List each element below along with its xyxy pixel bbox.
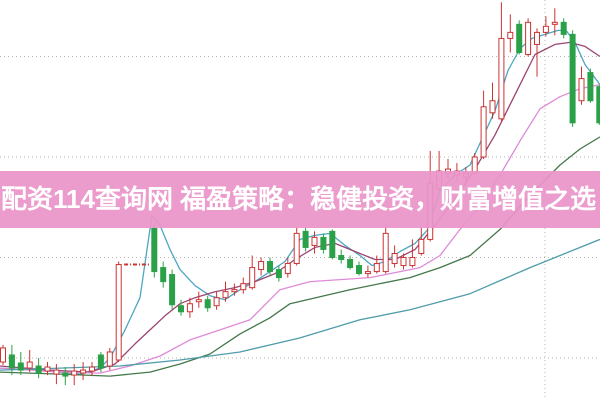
up-candle (231, 289, 238, 293)
up-candle (480, 106, 487, 158)
up-candle (0, 347, 6, 363)
down-candle (8, 354, 15, 369)
down-candle (302, 230, 309, 248)
up-candle (26, 361, 33, 369)
up-candle (186, 303, 193, 313)
down-candle (320, 236, 327, 250)
down-candle (275, 269, 282, 279)
up-candle (382, 232, 389, 273)
up-candle (53, 369, 60, 375)
up-candle (578, 78, 585, 102)
down-candle (178, 305, 184, 313)
up-candle (409, 257, 416, 267)
down-candle (204, 299, 211, 309)
down-candle (560, 21, 567, 35)
up-candle (498, 37, 505, 120)
down-candle (329, 230, 336, 258)
ma-pink (0, 83, 600, 374)
promo-banner-text: 配资114查询网 福盈策略：稳健投资，财富增值之选 (1, 184, 597, 214)
up-candle (284, 263, 291, 275)
up-candle (542, 25, 549, 33)
up-candle (71, 370, 78, 376)
down-candle (516, 23, 523, 53)
up-candle (258, 261, 265, 271)
down-candle (97, 354, 104, 369)
down-candle (338, 254, 345, 261)
down-candle (17, 362, 24, 371)
down-candle (267, 261, 273, 273)
up-candle (89, 366, 95, 372)
up-candle (534, 31, 540, 45)
down-candle (569, 33, 576, 124)
up-candle (489, 100, 496, 114)
up-candle (391, 252, 398, 265)
up-candle (44, 366, 51, 372)
up-candle (80, 369, 87, 374)
up-candle (240, 283, 247, 291)
up-candle (293, 232, 300, 265)
down-candle (596, 86, 600, 124)
up-candle (551, 21, 558, 25)
up-candle (195, 299, 202, 303)
up-candle (222, 291, 229, 299)
down-candle (347, 259, 354, 269)
up-candle (115, 264, 122, 361)
down-candle (62, 372, 69, 377)
up-candle (249, 267, 256, 289)
up-candle (525, 21, 532, 55)
down-candle (151, 227, 158, 273)
up-candle (213, 297, 220, 307)
down-candle (587, 72, 594, 102)
up-candle (373, 263, 380, 273)
down-candle (160, 267, 167, 283)
up-candle (400, 257, 407, 267)
down-candle (35, 365, 42, 374)
up-candle (507, 31, 514, 39)
up-candle (364, 271, 371, 275)
ma-teal-slow (0, 238, 600, 371)
up-candle (311, 236, 318, 246)
promo-banner: 配资114查询网 福盈策略：稳健投资，财富增值之选 (0, 171, 600, 228)
up-candle (106, 351, 113, 367)
down-candle (169, 274, 176, 306)
up-candle (418, 238, 425, 254)
down-candle (356, 265, 362, 275)
